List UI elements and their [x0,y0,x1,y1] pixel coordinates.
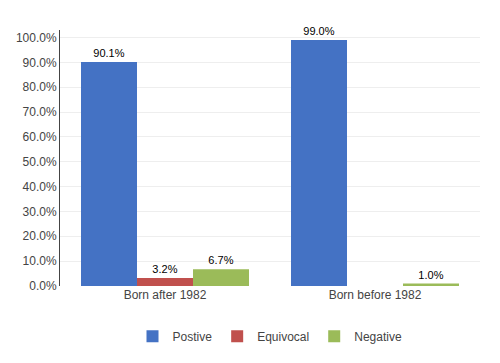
svg-text:3.2%: 3.2% [152,263,177,275]
svg-text:10.0%: 10.0% [23,254,57,268]
svg-text:Born after 1982: Born after 1982 [124,288,207,302]
svg-text:90.0%: 90.0% [23,56,57,70]
svg-text:1.0%: 1.0% [418,269,443,281]
svg-text:Negative: Negative [354,330,402,344]
svg-text:30.0%: 30.0% [23,205,57,219]
svg-text:Postive: Postive [173,330,213,344]
svg-text:0.0%: 0.0% [29,279,57,293]
svg-text:50.0%: 50.0% [23,155,57,169]
svg-text:Equivocal: Equivocal [257,330,309,344]
svg-text:80.0%: 80.0% [23,80,57,94]
svg-text:6.7%: 6.7% [208,254,233,266]
svg-text:Born before 1982: Born before 1982 [329,288,422,302]
svg-text:40.0%: 40.0% [23,180,57,194]
svg-text:20.0%: 20.0% [23,229,57,243]
svg-text:100.0%: 100.0% [16,31,57,45]
svg-text:70.0%: 70.0% [23,105,57,119]
svg-text:60.0%: 60.0% [23,130,57,144]
svg-text:90.1%: 90.1% [93,47,124,59]
svg-text:99.0%: 99.0% [303,25,334,37]
